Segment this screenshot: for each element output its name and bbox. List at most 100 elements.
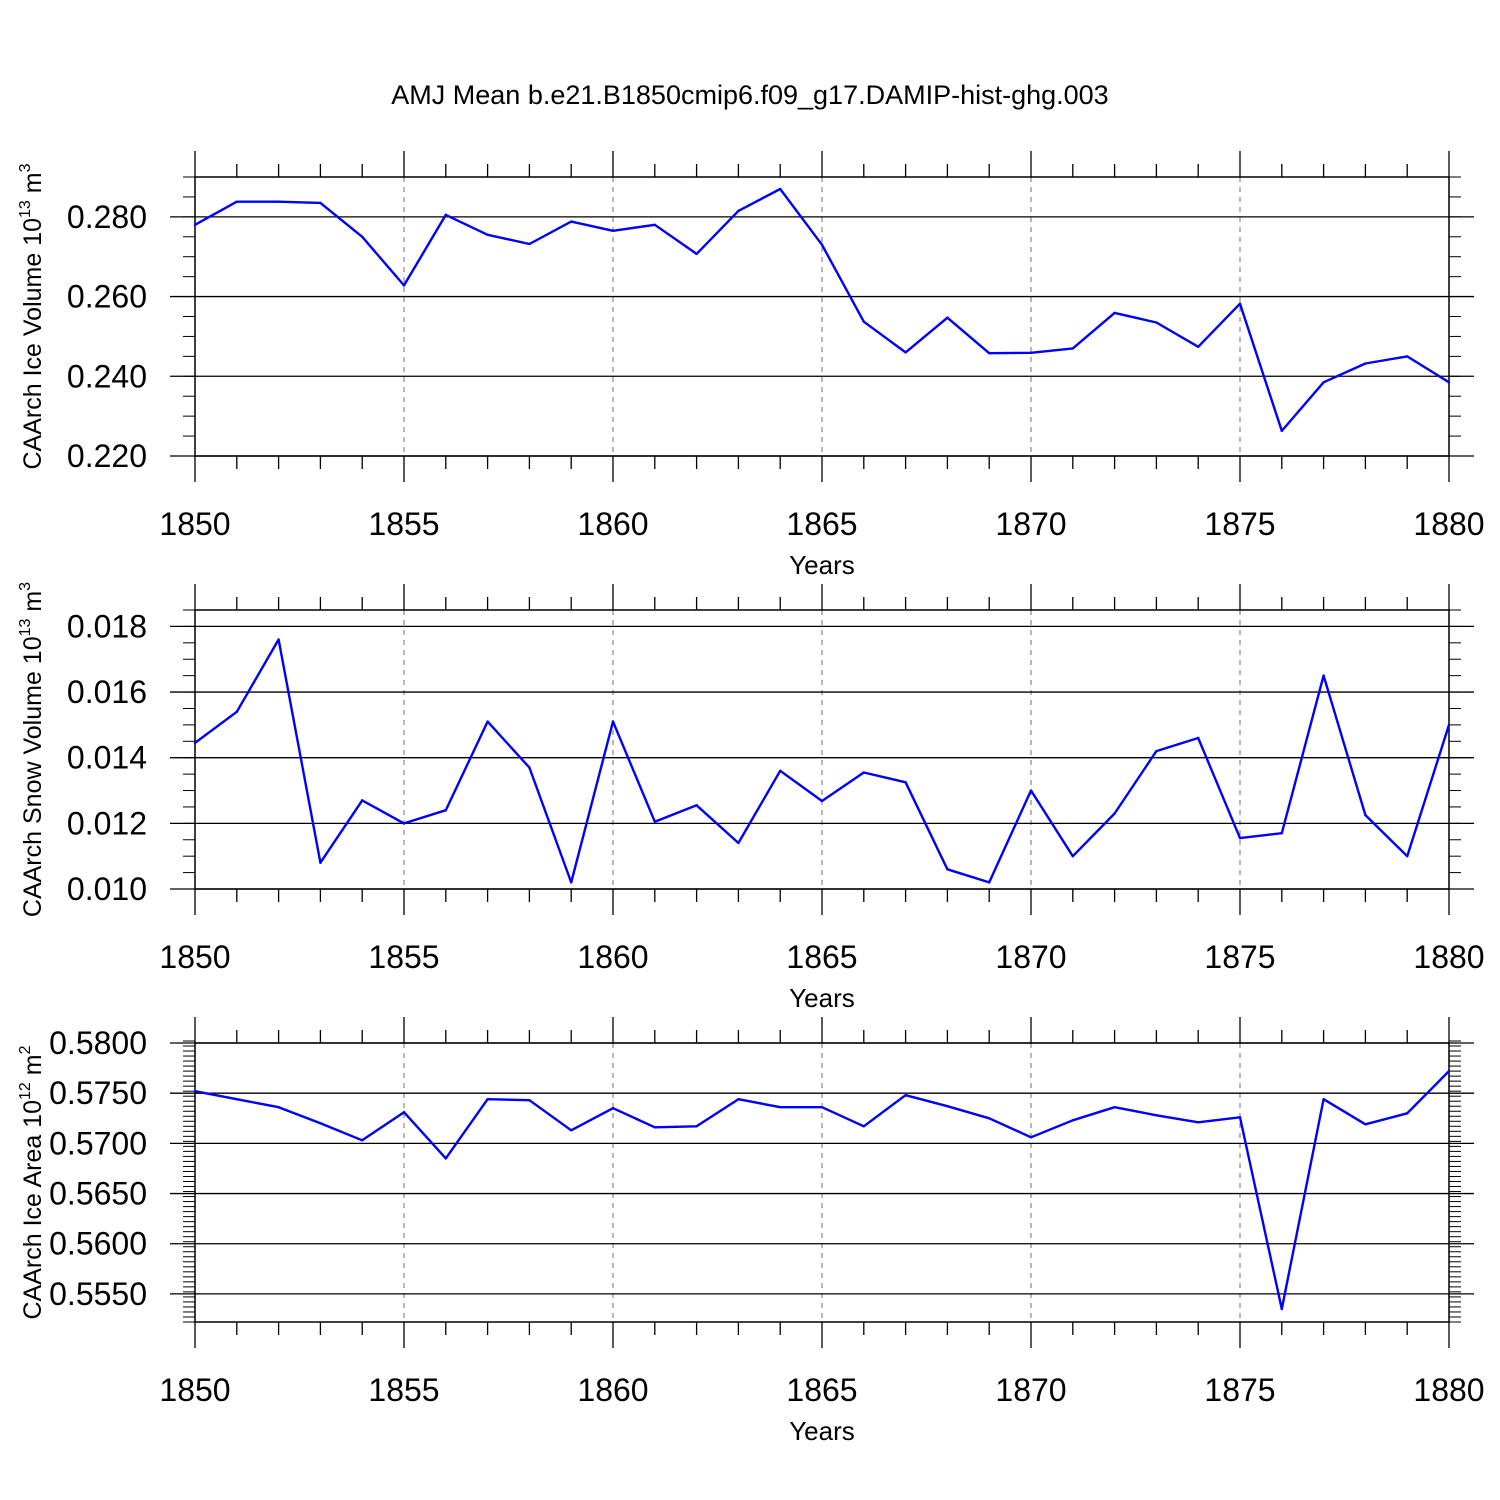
panel-1-data-point — [193, 223, 197, 227]
panel-3-y-tick-label: 0.5750 — [49, 1075, 147, 1111]
panel-2-y-tick-label: 0.010 — [67, 871, 147, 907]
panel-3-data-point — [444, 1157, 447, 1160]
panel-1-y-tick-label: 0.260 — [67, 279, 147, 315]
panel-2-data-point — [653, 820, 656, 823]
panel-1-data-point — [946, 316, 949, 319]
panel-2-x-tick-label: 1880 — [1413, 939, 1484, 975]
panel-1-data-point — [988, 351, 991, 355]
panel-1-data-point — [235, 200, 238, 203]
panel-1-data-point — [820, 243, 824, 246]
panel-1-y-axis-label: CAArch Ice Volume 1013 m3 — [17, 163, 47, 469]
panel-1-data-point — [1197, 345, 1200, 348]
panel-2-data-point — [486, 720, 489, 723]
panel-3-data-point — [904, 1093, 907, 1097]
panel-1-data-point — [1322, 381, 1325, 384]
panel-1-x-tick-label: 1865 — [786, 506, 857, 542]
panel-1-x-tick-label: 1880 — [1413, 506, 1484, 542]
panel-2-x-tick-label: 1870 — [995, 939, 1066, 975]
panel-1-x-axis-label: Years — [789, 550, 855, 580]
panel-3-data-point — [235, 1098, 238, 1101]
panel-3-data-point — [193, 1089, 197, 1093]
panel-3-data-point — [1029, 1136, 1033, 1139]
panel-3-x-tick-label: 1880 — [1413, 1372, 1484, 1408]
panel-1-data-point — [653, 223, 656, 227]
panel-2-data-point — [528, 766, 531, 769]
panel-1-data-point — [277, 200, 280, 203]
panel-3-y-tick-label: 0.5700 — [49, 1125, 147, 1161]
panel-2-data-point — [235, 710, 238, 713]
panel-1-y-tick-label: 0.280 — [67, 199, 147, 235]
panel-3-data-point — [1113, 1106, 1116, 1109]
panel-3-y-tick-label: 0.5550 — [49, 1276, 147, 1312]
panel-2-data-point — [193, 741, 197, 745]
panel-2-y-tick-label: 0.016 — [67, 674, 147, 710]
panel-2-data-point — [1113, 812, 1116, 815]
panel-2-data-point — [444, 809, 447, 812]
panel-3-data-point — [695, 1125, 698, 1128]
panel-3-x-tick-label: 1865 — [786, 1372, 857, 1408]
panel-2-data-point — [402, 822, 406, 825]
panel-1-data-point — [1238, 302, 1242, 305]
panel-1-data-point — [486, 233, 489, 236]
panel-3-x-tick-label: 1855 — [368, 1372, 439, 1408]
panel-3-x-tick-label: 1870 — [995, 1372, 1066, 1408]
panel-2-x-tick-label: 1865 — [786, 939, 857, 975]
panel-2-data-point — [1364, 813, 1367, 817]
panel-3-data-point — [486, 1098, 489, 1101]
panel-2-data-point — [695, 804, 698, 807]
panel-3-data-point — [737, 1098, 740, 1101]
panel-3-data-point — [528, 1099, 531, 1102]
panel-1-data-point — [1113, 311, 1116, 315]
panel-1-x-tick-label: 1850 — [159, 506, 230, 542]
panel-3-data-point — [946, 1105, 949, 1108]
panel-3-x-tick-label: 1850 — [159, 1372, 230, 1408]
panel-3-x-tick-label: 1875 — [1204, 1372, 1275, 1408]
panel-2-data-point — [904, 781, 907, 784]
panel-2-y-axis-label: CAArch Snow Volume 1013 m3 — [17, 582, 47, 917]
panel-3-data-point — [402, 1111, 406, 1114]
panel-2-x-axis-label: Years — [789, 983, 855, 1013]
panel-2-x-tick-label: 1875 — [1204, 939, 1275, 975]
panel-2-y-tick-label: 0.014 — [67, 740, 147, 776]
panel-2-data-point — [1238, 836, 1242, 840]
panel-3-data-point — [779, 1106, 782, 1109]
panel-2-data-point — [611, 720, 615, 723]
panel-3-y-tick-label: 0.5800 — [49, 1025, 147, 1061]
panel-1-x-tick-label: 1860 — [577, 506, 648, 542]
panel-1-y-tick-label: 0.240 — [67, 358, 147, 394]
panel-2-data-point — [570, 881, 573, 884]
panel-3-data-point — [988, 1117, 991, 1120]
panel-1-data-point — [904, 351, 907, 354]
panel-1-data-point — [1280, 429, 1284, 433]
panel-3-data-point — [611, 1107, 615, 1110]
panel-1-data-point — [1029, 351, 1033, 354]
panel-3-x-axis-label: Years — [789, 1416, 855, 1446]
chart-panel-2: 1850 1855 1860 1865 1870 1875 1880 0.010 0.012 0.… — [17, 582, 1485, 1013]
panel-1-data-point — [361, 235, 364, 238]
panel-2-data-point — [946, 868, 949, 871]
chart-panel-1: 1850 1855 1860 1865 1870 1875 1880 0.220 0.240 0.… — [17, 151, 1485, 580]
panel-3-data-point — [1071, 1119, 1075, 1122]
panel-2-data-point — [1280, 832, 1284, 835]
panel-1-data-point — [611, 229, 615, 233]
chart-panel-3: 1850 1855 1860 1865 1870 1875 1880 0.5550 0.5600… — [17, 1017, 1485, 1446]
panel-2-data-point — [277, 638, 280, 641]
panel-2-x-tick-label: 1855 — [368, 939, 439, 975]
panel-1-data-point — [737, 209, 740, 213]
panel-3-data-point — [1155, 1114, 1158, 1117]
panel-3-data-point — [1364, 1123, 1367, 1126]
panel-1-data-point — [862, 320, 865, 323]
panel-1-x-tick-label: 1855 — [368, 506, 439, 542]
panel-3-data-point — [1280, 1307, 1284, 1311]
panel-2-data-point — [1155, 749, 1158, 753]
panel-2-data-point — [1322, 674, 1325, 677]
panel-2-data-point — [1197, 736, 1200, 740]
panel-2-x-tick-label: 1850 — [159, 939, 230, 975]
panel-3-data-point — [277, 1106, 280, 1109]
panel-3-data-point — [361, 1139, 364, 1142]
panel-1-data-point — [695, 252, 698, 256]
panel-3-data-point — [319, 1122, 322, 1125]
panel-1-data-point — [570, 220, 573, 223]
panel-2-data-point — [737, 841, 740, 845]
panel-2-data-point — [1406, 854, 1409, 858]
